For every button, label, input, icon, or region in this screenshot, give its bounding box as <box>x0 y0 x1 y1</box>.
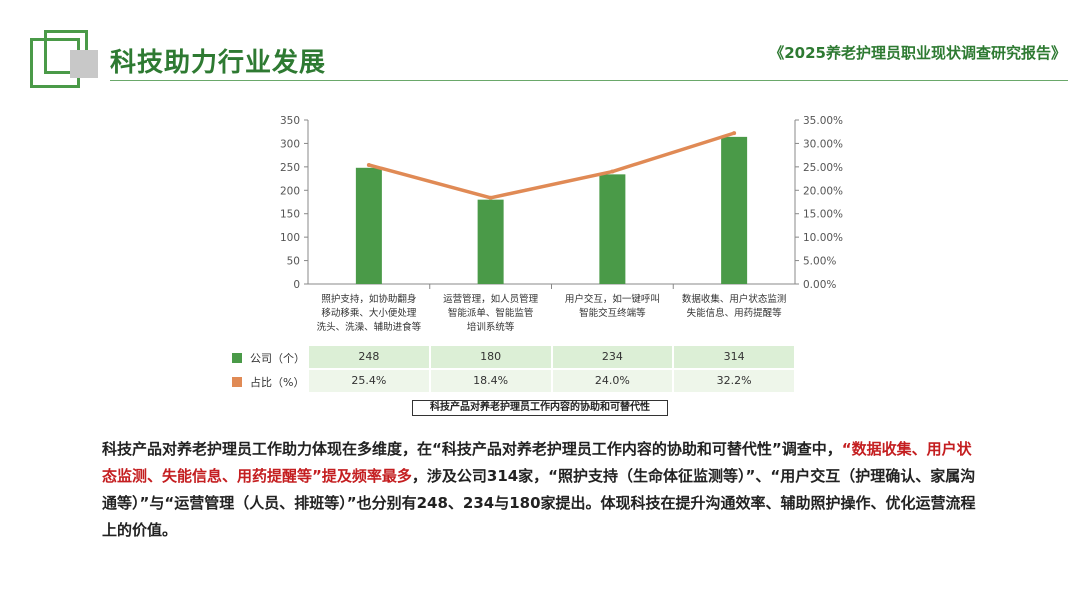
chart-caption: 科技产品对养老护理员工作内容的协助和可替代性 <box>412 400 668 416</box>
table-cell-count: 248 <box>309 346 429 368</box>
table-cell-share: 32.2% <box>674 370 794 392</box>
x-category-label: 智能派单、智能监管 <box>448 307 534 319</box>
y-right-tick-label: 25.00% <box>803 162 843 174</box>
y-left-tick-label: 50 <box>287 256 300 268</box>
table-cell-count: 180 <box>430 346 551 368</box>
y-left-tick-label: 0 <box>293 279 300 291</box>
description: 科技产品对养老护理员工作助力体现在多维度，在“科技产品对养老护理员工作内容的协助… <box>102 436 982 544</box>
y-right-tick-label: 10.00% <box>803 232 843 244</box>
page-title: 科技助力行业发展 <box>110 48 327 78</box>
legend-bar-swatch <box>232 353 242 363</box>
y-left-tick-label: 150 <box>280 209 300 221</box>
bar <box>355 167 382 284</box>
x-category-label: 智能交互终端等 <box>579 307 646 319</box>
table-cell-count: 234 <box>552 346 673 368</box>
table-cell-count: 314 <box>674 346 794 368</box>
report-title: 《2025养老护理员职业现状调查研究报告》 <box>769 44 1066 62</box>
y-left-tick-label: 250 <box>280 162 300 174</box>
bar <box>721 136 748 284</box>
y-left-tick-label: 200 <box>280 185 300 197</box>
line-series <box>368 131 735 200</box>
line-point <box>488 195 493 200</box>
y-right-tick-label: 15.00% <box>803 209 843 221</box>
x-category-label: 移动移乘、大小便处理 <box>321 307 417 319</box>
table-cell-share: 18.4% <box>430 370 551 392</box>
table-cell-share: 25.4% <box>309 370 429 392</box>
bar <box>599 174 626 284</box>
legend-line-label: 占比（%） <box>250 376 305 389</box>
legend-line: 占比（%） <box>232 374 304 390</box>
x-category-label: 照护支持，如协助翻身 <box>321 293 416 305</box>
x-category-label: 运营管理，如人员管理 <box>443 293 539 305</box>
y-left-tick-label: 350 <box>280 115 300 127</box>
bar <box>477 199 504 284</box>
brand-logo <box>30 30 100 92</box>
combo-chart: 0 50 100 150 200 250 300 350 0.00% 5.00% 10.00% 15.… <box>280 115 843 333</box>
y-right-tick-label: 30.00% <box>803 138 843 150</box>
description-highlight: “数据收集、用户状态监测、失能信息、用药提醒等”提及频率最多 <box>102 440 972 485</box>
line-point <box>366 162 371 167</box>
legend-bar-label: 公司（个） <box>250 352 305 365</box>
y-right-tick-label: 35.00% <box>803 115 843 127</box>
line-point <box>610 169 615 174</box>
description-part-1: 科技产品对养老护理员工作助力体现在多维度，在“科技产品对养老护理员工作内容的协助… <box>102 440 842 458</box>
chart-panel: 0 50 100 150 200 250 300 350 0.00% 5.00% 10.00% 15.… <box>190 100 890 422</box>
x-category-label: 洗头、洗澡、辅助进食等 <box>317 321 422 333</box>
legend-bar: 公司（个） <box>232 350 305 366</box>
header-divider <box>110 80 1068 81</box>
description-part-2: ，涉及公司314家，“照护支持（生命体征监测等）”、“用户交互（护理确认、家属沟… <box>102 467 976 539</box>
y-left-tick-label: 300 <box>280 138 300 150</box>
table-cell-share: 24.0% <box>552 370 673 392</box>
x-category-label: 用户交互，如一键呼叫 <box>565 293 660 305</box>
y-left-tick-label: 100 <box>280 232 300 244</box>
x-category-label: 数据收集、用户状态监测 <box>682 293 787 305</box>
logo-square-gray <box>70 50 98 78</box>
y-right-tick-label: 0.00% <box>803 279 836 291</box>
x-category-label: 培训系统等 <box>467 321 515 333</box>
legend-line-swatch <box>232 377 242 387</box>
y-right-tick-label: 5.00% <box>803 256 836 268</box>
x-category-label: 失能信息、用药提醒等 <box>687 307 783 319</box>
y-right-tick-label: 20.00% <box>803 185 843 197</box>
line-point <box>732 131 737 136</box>
